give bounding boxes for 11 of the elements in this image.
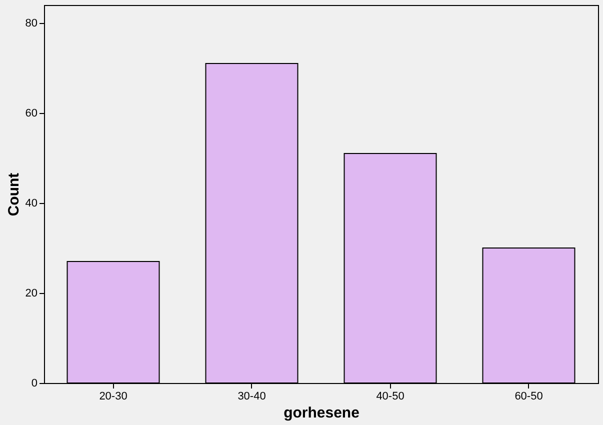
y-axis-title: Count bbox=[5, 172, 22, 216]
y-tick-label: 0 bbox=[31, 378, 38, 390]
y-tick-label: 80 bbox=[25, 18, 38, 30]
y-tick-label: 40 bbox=[25, 198, 38, 210]
x-tick-label: 30-40 bbox=[238, 390, 266, 402]
y-tick-label: 20 bbox=[25, 288, 38, 300]
y-tick-label: 60 bbox=[25, 108, 38, 120]
x-tick-label: 40-50 bbox=[376, 390, 404, 402]
x-tick-label: 20-30 bbox=[99, 390, 128, 402]
x-axis-title: gorhesene bbox=[284, 404, 360, 422]
x-tick-label: 60-50 bbox=[514, 390, 543, 402]
